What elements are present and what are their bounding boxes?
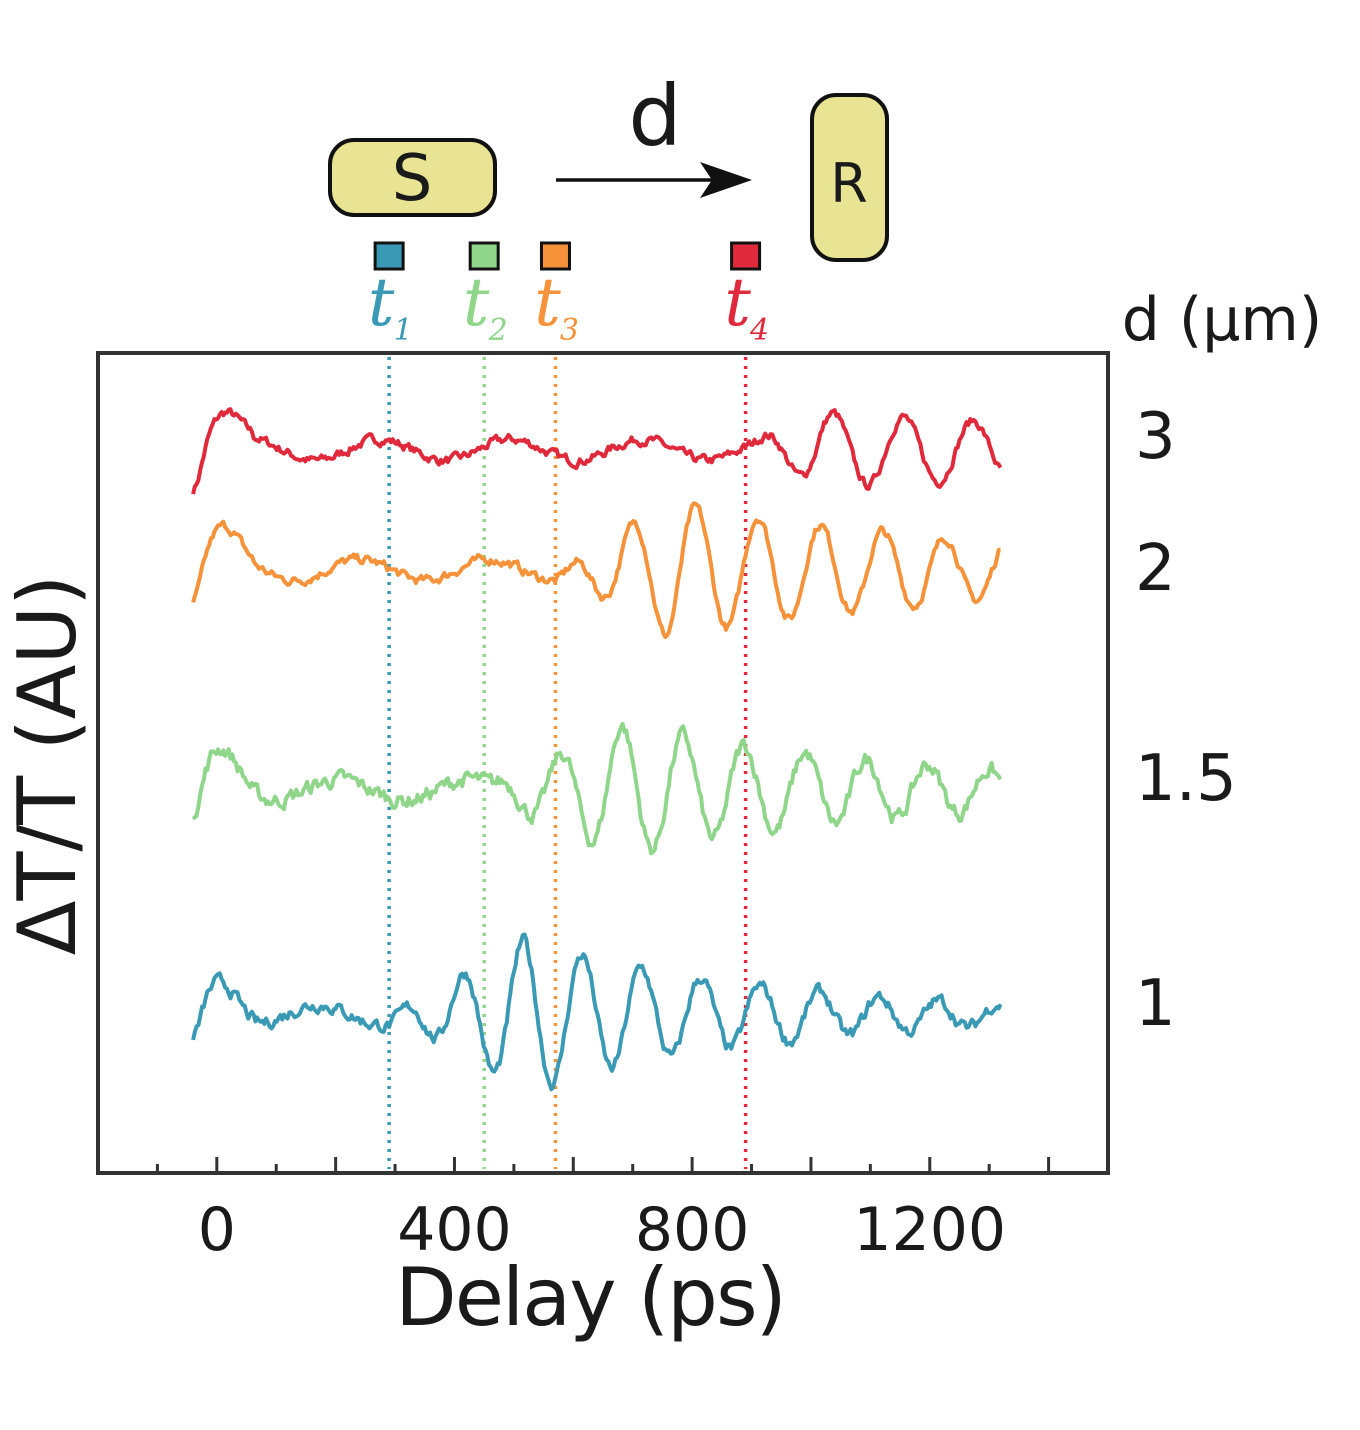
series-labels: 321.51 (1135, 400, 1237, 1041)
x-tick-label: 800 (635, 1195, 750, 1265)
receiver-label: R (830, 152, 868, 215)
trace-1 (191, 932, 1003, 1092)
x-ticks (155, 1157, 1051, 1173)
marker-square-4 (730, 241, 762, 271)
marker-square-1 (373, 241, 405, 271)
x-tick-label: 0 (198, 1195, 236, 1265)
plot-frame (96, 351, 1110, 1175)
schematic: S d R (328, 67, 889, 262)
marker-label-2: t (463, 264, 490, 341)
series-label-1: 1 (1135, 967, 1176, 1041)
x-tick-labels: 0 400 800 1200 (198, 1195, 1006, 1265)
distance-arrow-head (700, 162, 752, 198)
x-tick-label: 1200 (853, 1195, 1006, 1265)
marker-subscript-3: 3 (560, 313, 579, 348)
x-axis-label: Delay (ps) (395, 1251, 785, 1344)
trace-2 (191, 501, 1001, 639)
receiver-box (810, 93, 889, 262)
marker-subscript-4: 4 (749, 313, 769, 348)
series-label-3: 3 (1135, 400, 1176, 474)
marker-lines (387, 357, 748, 1169)
x-tick-label: 400 (397, 1195, 512, 1265)
marker-subscript-1: 1 (394, 313, 413, 348)
source-box (328, 138, 497, 217)
trace-1.5 (191, 721, 1003, 856)
marker-subscript-2: 2 (488, 313, 508, 348)
series-label-1.5: 1.5 (1135, 742, 1237, 816)
marker-square-2 (468, 241, 500, 271)
y-axis-label: ΔT/T (AU) (1, 575, 94, 956)
source-label: S (392, 142, 433, 216)
legend-title: d (μm) (1122, 285, 1323, 355)
distance-label: d (628, 67, 681, 165)
marker-square-3 (539, 241, 571, 271)
marker-label-4: t (724, 264, 751, 341)
marker-label-3: t (534, 264, 561, 341)
traces (191, 407, 1003, 1092)
trace-3 (191, 407, 1003, 495)
marker-label-1: t (368, 264, 395, 341)
series-label-2: 2 (1135, 532, 1176, 606)
